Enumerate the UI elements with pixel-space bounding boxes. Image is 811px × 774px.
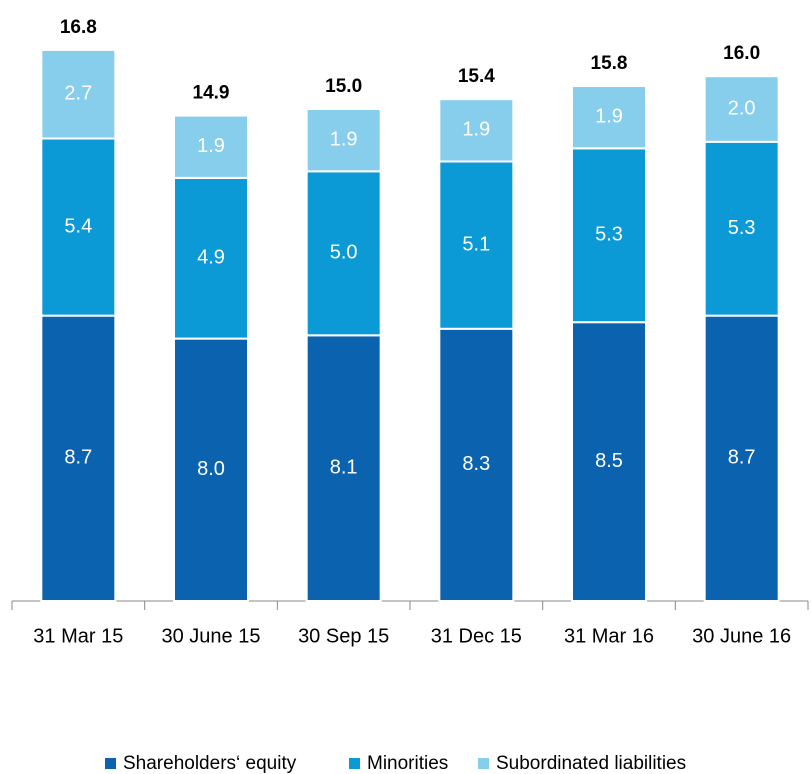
value-label: 4.9 [197,247,225,269]
bar-segment [173,114,249,179]
bar-segment [571,321,647,602]
value-label: 1.9 [330,128,358,150]
value-label: 8.5 [595,450,623,472]
legend-marker [105,758,116,769]
bar-segment [173,176,249,340]
legend-label: Shareholders‘ equity [123,753,297,774]
total-label: 14.9 [193,83,230,104]
value-label: 5.3 [595,224,623,246]
value-label: 8.0 [197,458,225,480]
x-tick-label: 30 June 15 [162,625,261,647]
x-tick-label: 31 Dec 15 [431,625,522,647]
total-label: 15.4 [458,66,495,87]
value-label: 8.1 [330,456,358,478]
x-tick-label: 30 Sep 15 [298,625,389,647]
total-label: 15.0 [325,76,362,97]
value-label: 8.3 [462,453,490,475]
bar-segment [40,314,117,602]
value-label: 1.9 [595,105,623,127]
total-label: 15.8 [591,53,628,74]
bar-segment [438,327,515,602]
bar-segment [438,98,515,163]
value-label: 1.9 [197,135,225,157]
bar-segment [173,337,249,602]
bar-segment [40,48,117,140]
value-label: 1.9 [462,119,490,141]
legend-marker [349,758,360,769]
legend-label: Minorities [367,753,448,774]
legend-label: Subordinated liabilities [496,753,686,774]
legend-marker [478,758,489,769]
value-label: 5.3 [728,217,756,239]
bar-segment [703,75,780,143]
value-label: 5.1 [462,233,490,255]
total-label: 16.8 [60,17,97,38]
value-label: 2.0 [728,97,756,119]
x-tick-label: 31 Mar 16 [564,625,654,647]
value-label: 2.7 [64,83,92,105]
value-label: 8.7 [728,447,756,469]
bar-segment [438,160,515,330]
bar-segment [40,137,117,317]
x-tick-label: 31 Mar 15 [33,625,123,647]
bar-segment [305,108,382,173]
bar-segment [305,170,382,337]
x-tick-label: 30 June 16 [692,625,791,647]
bar-segment [703,140,780,317]
bar-segment [571,85,647,150]
value-label: 5.4 [64,215,92,237]
value-label: 5.0 [330,242,358,264]
total-label: 16.0 [723,43,760,64]
value-label: 8.7 [64,447,92,469]
